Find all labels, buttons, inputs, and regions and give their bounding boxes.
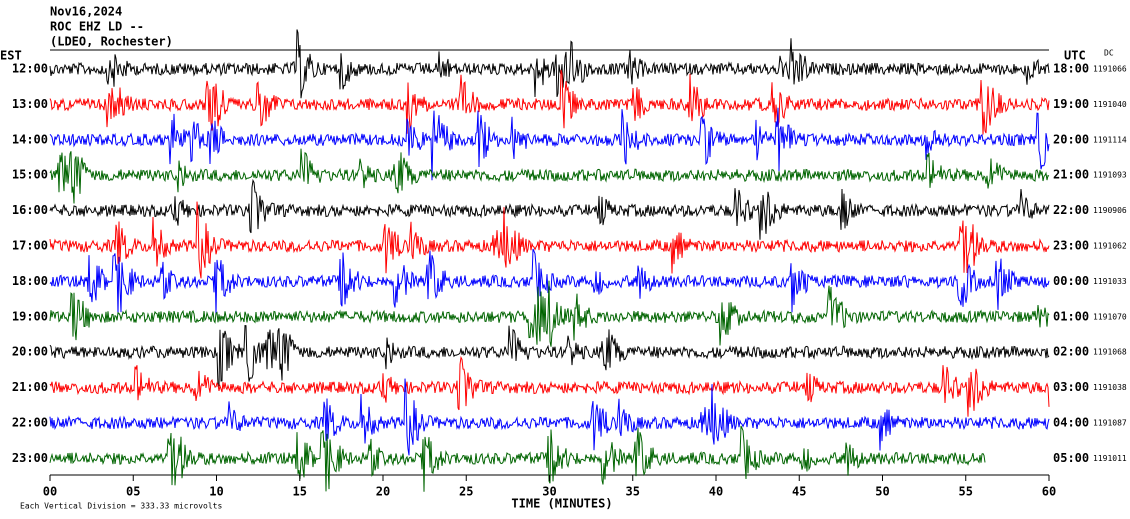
est-row-label: 17:00 bbox=[12, 239, 48, 253]
est-row-label: 16:00 bbox=[12, 203, 48, 217]
x-axis-title: TIME (MINUTES) bbox=[511, 497, 612, 511]
x-tick-label: 00 bbox=[43, 485, 57, 499]
row-offset: 1191038 bbox=[1093, 383, 1127, 392]
utc-row-label: 02:00 bbox=[1053, 345, 1089, 359]
x-tick-label: 05 bbox=[126, 485, 140, 499]
utc-row-label: 19:00 bbox=[1053, 97, 1089, 111]
chart-title: Nov16,2024 bbox=[50, 5, 122, 19]
row-offset: 1191070 bbox=[1093, 312, 1127, 321]
row-offset: 1191066 bbox=[1093, 65, 1127, 74]
scale-note: Each Vertical Division = 333.33 microvol… bbox=[20, 502, 222, 511]
x-tick-label: 30 bbox=[542, 485, 556, 499]
utc-row-label: 22:00 bbox=[1053, 203, 1089, 217]
row-offset: 1190906 bbox=[1093, 206, 1127, 215]
row-offset: 1191087 bbox=[1093, 419, 1127, 428]
seismic-trace bbox=[49, 107, 1050, 181]
row-offset: 1191062 bbox=[1093, 242, 1127, 251]
seismic-trace bbox=[49, 280, 1050, 347]
est-row-label: 20:00 bbox=[12, 345, 48, 359]
seismic-trace bbox=[49, 178, 1050, 240]
utc-row-label: 21:00 bbox=[1053, 168, 1089, 182]
station-location: (LDEO, Rochester) bbox=[50, 35, 173, 49]
row-offset: 1191068 bbox=[1093, 348, 1127, 357]
seismic-trace bbox=[49, 201, 1050, 279]
est-row-label: 15:00 bbox=[12, 168, 48, 182]
est-row-label: 13:00 bbox=[12, 97, 48, 111]
seismic-trace bbox=[49, 29, 1050, 99]
row-offset: 1191040 bbox=[1093, 100, 1127, 109]
utc-row-label: 04:00 bbox=[1053, 416, 1089, 430]
seismic-trace bbox=[49, 355, 1050, 417]
x-tick-label: 55 bbox=[959, 485, 973, 499]
x-tick-label: 25 bbox=[459, 485, 473, 499]
utc-row-label: 23:00 bbox=[1053, 239, 1089, 253]
x-tick-label: 10 bbox=[209, 485, 223, 499]
x-tick-label: 50 bbox=[875, 485, 889, 499]
est-row-label: 12:00 bbox=[12, 62, 48, 76]
x-tick-label: 15 bbox=[293, 485, 307, 499]
left-axis-label: EST bbox=[0, 49, 22, 63]
x-tick-label: 40 bbox=[709, 485, 723, 499]
est-row-label: 23:00 bbox=[12, 451, 48, 465]
seismic-trace bbox=[49, 425, 986, 492]
row-offset: 1191033 bbox=[1093, 277, 1127, 286]
seismic-trace bbox=[49, 69, 1050, 135]
row-offset: 1191093 bbox=[1093, 171, 1127, 180]
utc-row-label: 18:00 bbox=[1053, 62, 1089, 76]
right-axis-label: UTC bbox=[1064, 49, 1086, 63]
utc-row-label: 03:00 bbox=[1053, 380, 1089, 394]
seismic-trace bbox=[49, 325, 1050, 387]
x-tick-label: 20 bbox=[376, 485, 390, 499]
utc-row-label: 00:00 bbox=[1053, 274, 1089, 288]
utc-row-label: 20:00 bbox=[1053, 132, 1089, 146]
row-offset: 1191011 bbox=[1093, 454, 1127, 463]
seismic-trace bbox=[49, 378, 1050, 456]
chart-subtitle: ROC EHZ LD -- bbox=[50, 20, 144, 34]
utc-row-label: 01:00 bbox=[1053, 309, 1089, 323]
utc-row-label: 05:00 bbox=[1053, 451, 1089, 465]
est-row-label: 22:00 bbox=[12, 416, 48, 430]
row-offset: 1191114 bbox=[1093, 135, 1127, 144]
x-tick-label: 45 bbox=[792, 485, 806, 499]
x-tick-label: 60 bbox=[1042, 485, 1056, 499]
x-tick-label: 35 bbox=[626, 485, 640, 499]
est-row-label: 21:00 bbox=[12, 380, 48, 394]
est-row-label: 14:00 bbox=[12, 132, 48, 146]
seismic-trace bbox=[49, 148, 1050, 204]
est-row-label: 18:00 bbox=[12, 274, 48, 288]
offset-label: DC bbox=[1104, 49, 1114, 58]
est-row-label: 19:00 bbox=[12, 309, 48, 323]
